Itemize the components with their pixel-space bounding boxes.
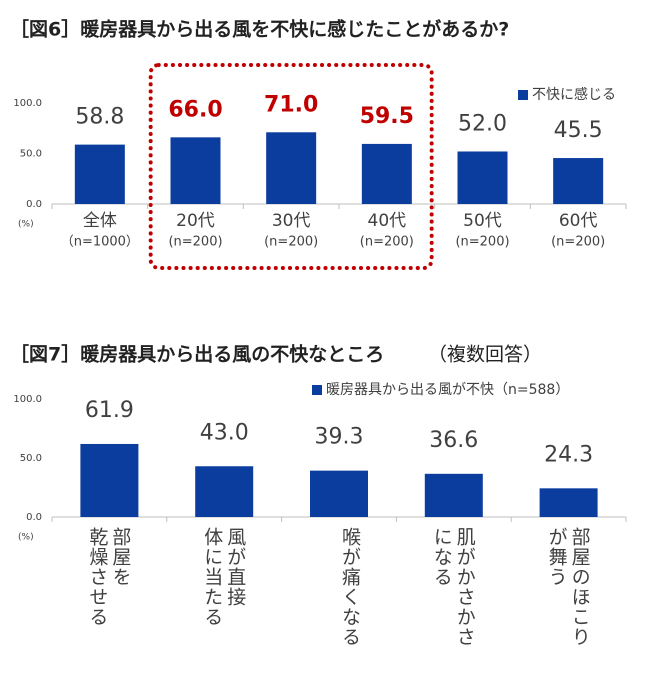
y-tick-label: 100.0 [13,394,42,405]
x-tick-label: 30代 [272,211,311,231]
x-tick-label: 60代 [559,211,598,231]
x-tick-label: 部屋のほこり [569,527,591,647]
x-tick-label: 50代 [463,211,502,231]
bar [553,158,604,204]
bar [80,443,139,517]
y-tick-label: 50.0 [20,149,42,160]
bar [195,466,254,517]
value-label: 36.6 [429,428,478,453]
value-label: 39.3 [315,425,364,450]
value-label: 24.3 [544,442,593,467]
y-unit: (%) [18,533,34,543]
legend-swatch [518,90,528,100]
bar [170,137,221,204]
sample-size: (n=200) [455,235,509,250]
x-tick-label: 肌がかさかさ [454,527,476,647]
y-tick-label: 0.0 [26,199,42,210]
x-tick-label: 40代 [368,211,407,231]
bar [424,473,483,517]
y-tick-label: 0.0 [26,512,42,523]
sample-size: (n=200) [168,235,222,250]
bar [74,144,125,204]
bar [539,488,598,517]
x-tick-label: 風が直接 [224,527,246,607]
value-label: 52.0 [458,111,507,136]
y-tick-label: 50.0 [20,453,42,464]
x-tick-label: 20代 [176,211,215,231]
sample-size: (n=200) [551,235,605,250]
bar [310,470,368,517]
bar [457,151,508,204]
legend-label: 不快に感じる [532,86,616,103]
legend-label: 暖房器具から出る風が不快（n=588） [326,382,569,398]
x-tick-label: 体に当たる [201,527,223,627]
chart-title: ［図7］暖房器具から出る風の不快なところ [10,343,384,366]
chart-subtitle: （複数回答） [428,344,542,366]
y-tick-label: 100.0 [13,98,42,109]
legend-swatch [312,385,322,395]
value-label: 71.0 [264,92,318,117]
value-label: 66.0 [168,97,222,122]
value-label: 61.9 [85,398,134,423]
value-label: 45.5 [554,118,603,143]
sample-size: (n=200) [264,235,318,250]
y-unit: (%) [18,220,34,230]
chart-title: ［図6］暖房器具から出る風を不快に感じたことがあるか? [10,18,509,41]
highlight-box [148,63,434,270]
x-tick-label: になる [431,527,453,587]
value-label: 43.0 [200,420,249,445]
x-tick-label: 喉が痛くなる [339,527,361,647]
value-label: 59.5 [360,104,414,129]
sample-size: （n=1000） [61,235,139,250]
sample-size: (n=200) [360,235,414,250]
value-label: 58.8 [75,105,124,130]
bar [361,143,412,204]
x-tick-label: 部屋を [109,527,131,587]
bar [266,132,317,204]
x-tick-label: 乾燥させる [86,527,108,627]
x-tick-label: 全体 [83,211,117,231]
x-tick-label: が舞う [546,527,568,587]
